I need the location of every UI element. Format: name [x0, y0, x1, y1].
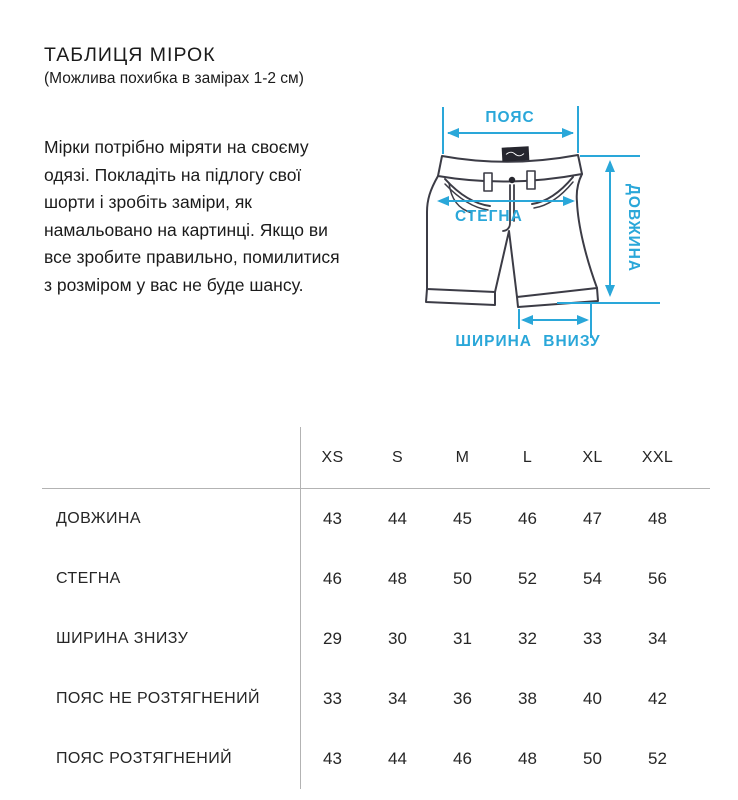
size-value: 29	[323, 629, 342, 648]
size-value: 52	[648, 749, 667, 768]
size-value: 34	[648, 629, 667, 648]
table-row: ПОЯС НЕ РОЗТЯГНЕНИЙ 33 34 36 38 40 42	[42, 669, 710, 729]
column-header-l: L	[522, 448, 533, 466]
size-value: 34	[388, 689, 407, 708]
column-header-xxl: XXL	[641, 448, 674, 466]
column-header-xl: XL	[582, 448, 603, 466]
size-value: 40	[583, 689, 602, 708]
size-value: 32	[518, 629, 537, 648]
size-value: 36	[453, 689, 472, 708]
row-label: ПОЯС НЕ РОЗТЯГНЕНИЙ	[56, 690, 260, 707]
size-value: 44	[388, 749, 407, 768]
size-value: 45	[453, 509, 472, 528]
size-value: 48	[518, 749, 537, 768]
column-header-s: S	[392, 448, 403, 466]
page-title: ТАБЛИЦЯ МІРОК	[44, 44, 216, 66]
size-value: 50	[583, 749, 602, 768]
instructions-line: з розміром у вас не буде шансу.	[44, 274, 304, 295]
waist-button	[508, 176, 516, 184]
measuring-instructions: Мірки потрібно міряти на своєму одязі. П…	[44, 134, 340, 299]
size-value: 50	[453, 569, 472, 588]
row-label: ПОЯС РОЗТЯГНЕНИЙ	[56, 750, 233, 767]
size-value: 31	[453, 629, 472, 648]
table-header-row: XS S M L XL XXL	[42, 427, 710, 489]
table-row: ШИРИНА ЗНИЗУ 29 30 31 32 33 34	[42, 609, 710, 669]
instructions-line: намальовано на картинці. Якщо ви	[44, 219, 328, 240]
instructions-line: все зробите правильно, помилитися	[44, 247, 340, 267]
instructions-line: одязі. Покладіть на підлогу свої	[44, 164, 302, 185]
size-value: 30	[388, 629, 407, 648]
hips-dimension-label: СТЕГНА	[455, 208, 523, 225]
table-row: ПОЯС РОЗТЯГНЕНИЙ 43 44 46 48 50 52	[42, 729, 710, 789]
instructions-line: Мірки потрібно міряти на своєму	[44, 137, 309, 157]
size-value: 48	[648, 509, 667, 528]
table-vertical-divider	[300, 427, 301, 789]
size-value: 33	[323, 689, 342, 708]
size-value: 44	[388, 509, 407, 528]
size-value: 46	[323, 569, 342, 588]
size-value: 43	[323, 749, 342, 768]
row-label: СТЕГНА	[56, 570, 121, 587]
column-header-m: M	[455, 448, 470, 466]
size-value: 43	[323, 509, 342, 528]
shorts-measurement-diagram: ПОЯС СТЕГНА ДОВЖИНА ШИРИНА ВНИЗУ	[425, 106, 660, 350]
length-dimension-label: ДОВЖИНА	[625, 184, 642, 272]
table-row: СТЕГНА 46 48 50 52 54 56	[42, 549, 710, 609]
page-subtitle: (Можлива похибка в замірах 1-2 см)	[44, 70, 304, 87]
size-value: 46	[453, 749, 472, 768]
size-value: 48	[388, 569, 407, 588]
waist-dimension-label: ПОЯС	[485, 109, 534, 126]
row-label: ШИРИНА ЗНИЗУ	[56, 630, 189, 647]
column-header-xs: XS	[321, 448, 344, 466]
size-value: 46	[518, 509, 537, 528]
size-value: 38	[518, 689, 537, 708]
dimension-lines	[439, 106, 660, 338]
size-table: XS S M L XL XXL ДОВЖИНА 43 44 45 46 47 48 СТЕГНА 46 48…	[42, 427, 710, 789]
arrowheads	[437, 128, 615, 325]
table-row: ДОВЖИНА 43 44 45 46 47 48	[42, 489, 710, 549]
size-value: 47	[583, 509, 602, 528]
size-value: 56	[648, 569, 667, 588]
size-value: 52	[518, 569, 537, 588]
table-body: ДОВЖИНА 43 44 45 46 47 48 СТЕГНА 46 48 50 52 54 56 ШИР…	[42, 489, 710, 789]
bottom-width-dimension-label: ШИРИНА ВНИЗУ	[455, 333, 600, 350]
size-value: 54	[583, 569, 602, 588]
instructions-line: шорти і зробіть заміри, як	[44, 192, 252, 212]
row-label: ДОВЖИНА	[56, 510, 141, 527]
brand-tag	[501, 146, 530, 162]
size-value: 42	[648, 689, 667, 708]
size-value: 33	[583, 629, 602, 648]
